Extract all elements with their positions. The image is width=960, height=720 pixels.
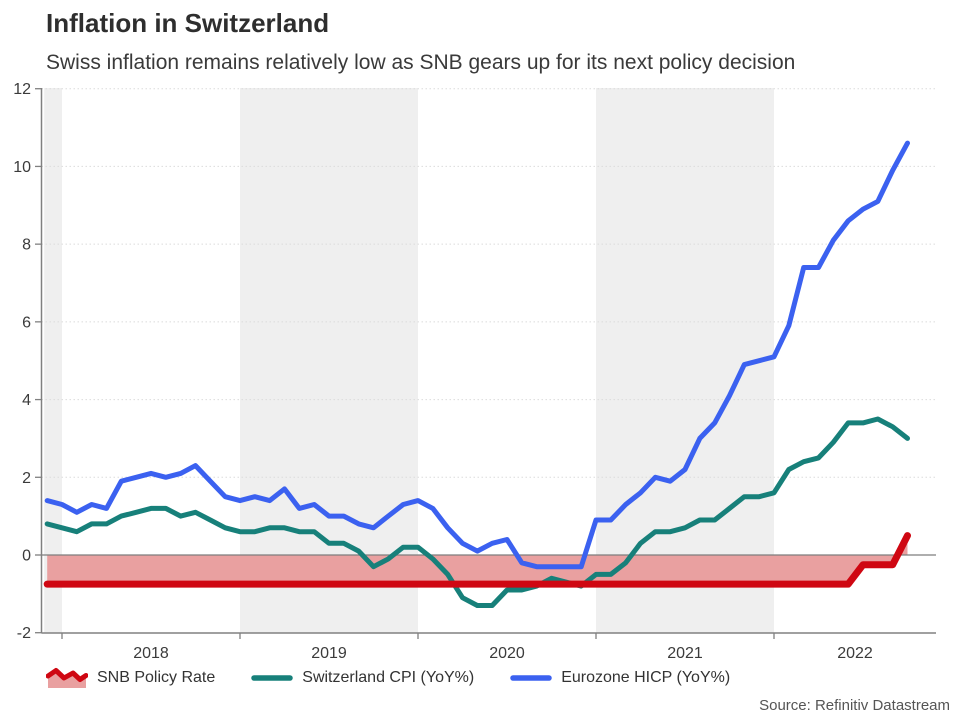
x-tick-label: 2018	[133, 645, 169, 662]
eurozone-hicp-line	[44, 140, 910, 570]
y-tick-label: 4	[22, 392, 31, 409]
y-tick-label: -2	[17, 625, 31, 642]
chart-legend: SNB Policy Rate Switzerland CPI (YoY%) Eur…	[46, 666, 730, 690]
legend-item-eurozone-hicp-yoy: Eurozone HICP (YoY%)	[510, 669, 730, 687]
y-tick-label: 6	[22, 314, 31, 331]
chart-title: Inflation in Switzerland	[46, 8, 330, 38]
y-tick-label: 10	[13, 159, 31, 176]
y-tick-label: 2	[22, 470, 31, 487]
policy-rate-area-icon	[46, 668, 88, 688]
legend-item-snb-policy-rate: SNB Policy Rate	[46, 666, 215, 690]
x-tick-label: 2020	[489, 645, 525, 662]
legend-item-switzerland-cpi-yoy: Switzerland CPI (YoY%)	[251, 669, 474, 687]
policy-rate-area	[47, 535, 908, 585]
year-band	[44, 88, 62, 633]
x-tick-label: 2021	[667, 645, 703, 662]
x-tick-label: 2019	[311, 645, 347, 662]
x-tick-label: 2022	[837, 645, 873, 662]
inflation-chart: -2 0 2 4 6 8 10 12 2018 2019 2020 2021 2022	[13, 81, 936, 662]
legend-label: Switzerland CPI (YoY%)	[302, 669, 475, 686]
legend-line-icon	[510, 675, 552, 681]
y-tick-label: 8	[22, 237, 31, 254]
legend-label: Eurozone HICP (YoY%)	[561, 669, 731, 686]
switzerland-cpi-line	[44, 416, 910, 608]
source-attribution: Source: Refinitiv Datastream	[759, 697, 950, 714]
y-tick-label: 12	[13, 81, 31, 98]
policy-rate-line	[43, 532, 911, 588]
year-band	[596, 88, 774, 633]
legend-label: SNB Policy Rate	[97, 669, 216, 686]
legend-line-icon	[251, 675, 294, 681]
year-band	[240, 88, 418, 633]
y-tick-label: 0	[22, 548, 31, 565]
chart-subtitle: Swiss inflation remains relatively low a…	[46, 51, 796, 74]
